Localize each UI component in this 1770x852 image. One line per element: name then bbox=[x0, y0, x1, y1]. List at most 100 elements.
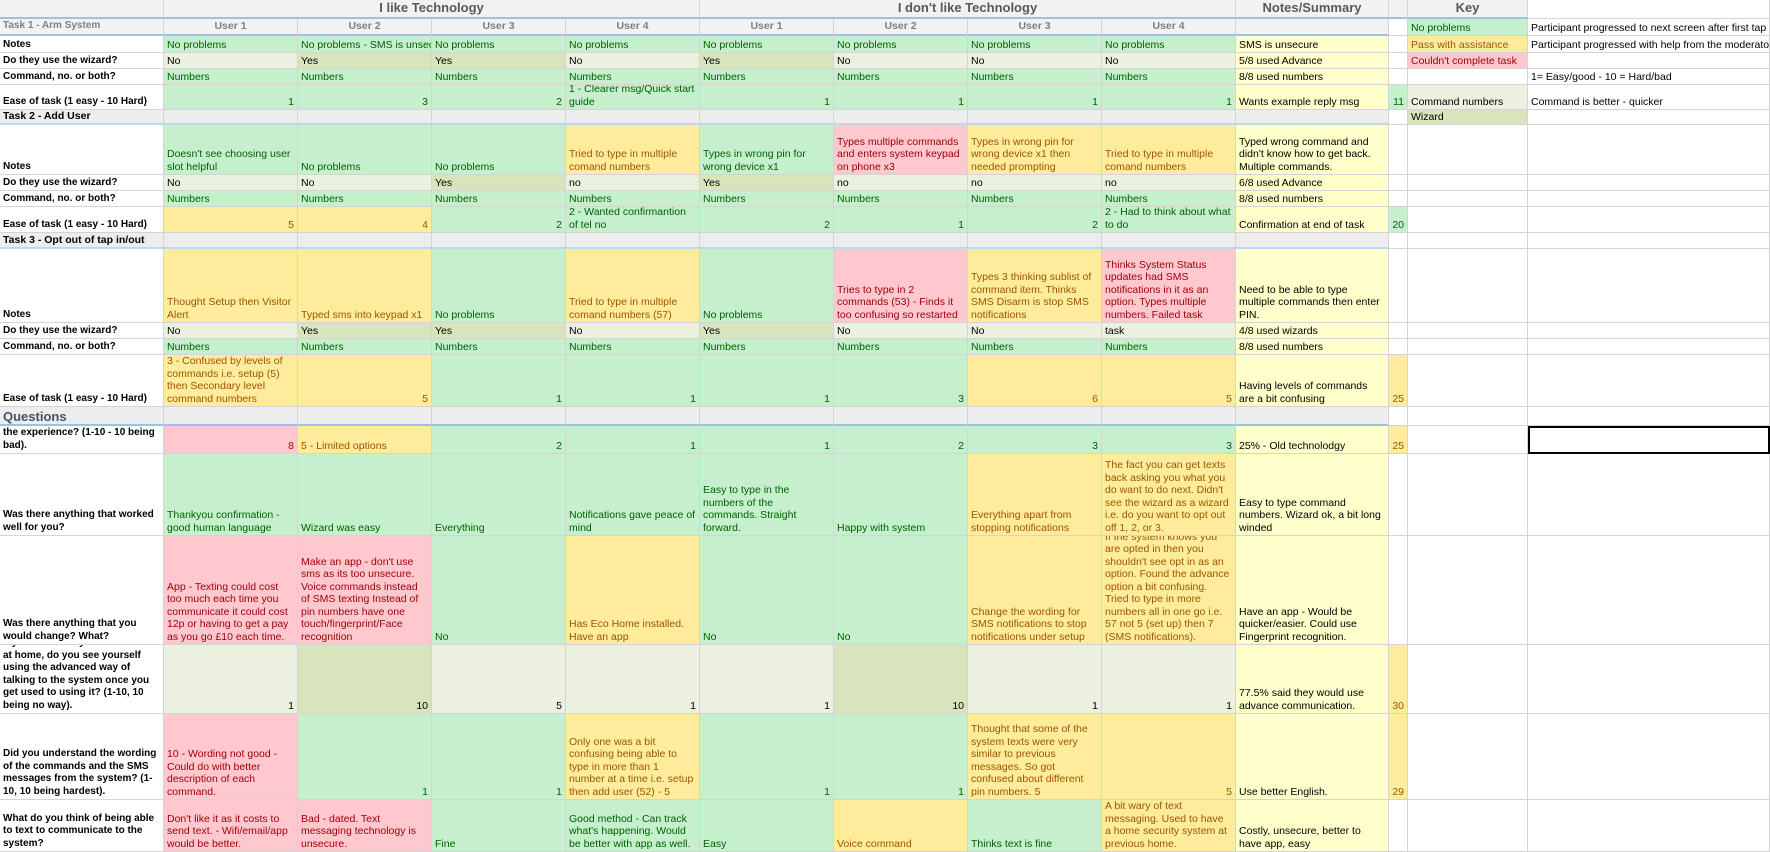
response-cell: 1 bbox=[566, 355, 700, 407]
response-cell: Thinks text is fine bbox=[968, 800, 1102, 852]
response-cell: No bbox=[700, 536, 834, 645]
title-fill bbox=[834, 233, 968, 249]
response-cell: 10 - Wording not good - Could do with be… bbox=[164, 714, 298, 800]
grid-cell bbox=[1389, 191, 1408, 207]
response-cell: 5 - Limited options bbox=[298, 426, 432, 454]
response-cell: No problems bbox=[968, 36, 1102, 53]
response-cell: No problems bbox=[834, 36, 968, 53]
row-label: Notes bbox=[0, 125, 164, 175]
row-label: If you had this system installed at home… bbox=[0, 645, 164, 714]
summary-cell: Typed wrong command and didn't know how … bbox=[1236, 125, 1389, 175]
response-cell: 3 bbox=[834, 355, 968, 407]
response-cell: Thought Setup then Visitor Alert bbox=[164, 249, 298, 323]
response-cell: If the system knows you are opted in the… bbox=[1102, 536, 1236, 645]
response-cell: Types in wrong pin for wrong device x1 bbox=[700, 125, 834, 175]
grid-cell bbox=[1408, 69, 1528, 85]
summary-cell: 25% - Old technolodgy bbox=[1236, 426, 1389, 454]
grid-cell bbox=[1408, 191, 1528, 207]
grid-cell bbox=[1408, 339, 1528, 355]
response-cell: Yes bbox=[432, 323, 566, 339]
title-fill bbox=[834, 110, 968, 125]
user-header: User 4 bbox=[1102, 19, 1236, 36]
row-label: Was there anything that you would change… bbox=[0, 536, 164, 645]
grid-cell bbox=[1389, 323, 1408, 339]
response-cell: Numbers bbox=[432, 339, 566, 355]
title-fill bbox=[700, 233, 834, 249]
row-label: Do they use the wizard? bbox=[0, 323, 164, 339]
response-cell: 1 bbox=[566, 426, 700, 454]
grid-cell bbox=[1408, 645, 1528, 714]
user-header: User 2 bbox=[298, 19, 432, 36]
grid-cell bbox=[1528, 207, 1770, 233]
response-cell: Happy with system bbox=[834, 454, 968, 536]
response-cell: Numbers bbox=[834, 191, 968, 207]
response-cell: Tried to type in multiple comand numbers bbox=[566, 125, 700, 175]
response-cell: 2 bbox=[968, 207, 1102, 233]
title-fill bbox=[700, 110, 834, 125]
title-fill bbox=[1236, 233, 1389, 249]
response-cell: Numbers bbox=[164, 339, 298, 355]
response-cell: Typed sms into keypad x1 bbox=[298, 249, 432, 323]
key-description: Command is better - quicker bbox=[1528, 85, 1770, 110]
grid-cell bbox=[1389, 249, 1408, 323]
response-cell: No bbox=[566, 53, 700, 69]
response-cell: No bbox=[834, 323, 968, 339]
response-cell: 8 bbox=[164, 426, 298, 454]
title-fill bbox=[1236, 407, 1389, 426]
row-label: Notes bbox=[0, 36, 164, 53]
row-label: Overall, what did you think of the exper… bbox=[0, 426, 164, 454]
response-cell: Numbers bbox=[700, 191, 834, 207]
grid-cell bbox=[1408, 125, 1528, 175]
key-label: Pass with assistance bbox=[1408, 36, 1528, 53]
title-fill bbox=[834, 407, 968, 426]
row-label: Do they use the wizard? bbox=[0, 175, 164, 191]
title-fill bbox=[432, 233, 566, 249]
response-cell: No bbox=[432, 536, 566, 645]
response-cell: Everything apart from stopping notificat… bbox=[968, 454, 1102, 536]
row-label: Command, no. or both? bbox=[0, 69, 164, 85]
grid-cell bbox=[1408, 407, 1528, 426]
response-cell: Yes bbox=[700, 323, 834, 339]
grid-cell bbox=[1528, 536, 1770, 645]
response-cell: Numbers bbox=[968, 191, 1102, 207]
section-title: Task 2 - Add User bbox=[0, 110, 164, 125]
grid-cell bbox=[1528, 714, 1770, 800]
response-cell: No problems bbox=[164, 36, 298, 53]
response-cell: No bbox=[968, 53, 1102, 69]
grid-cell bbox=[1528, 125, 1770, 175]
response-cell: No bbox=[834, 536, 968, 645]
title-fill bbox=[1102, 110, 1236, 125]
response-cell: No problems bbox=[432, 249, 566, 323]
response-cell: No problems bbox=[700, 249, 834, 323]
response-cell: No problems bbox=[700, 36, 834, 53]
response-cell: 1 bbox=[700, 426, 834, 454]
response-cell: Don't like it as it costs to send text. … bbox=[164, 800, 298, 852]
response-cell: Types 3 thinking sublist of command item… bbox=[968, 249, 1102, 323]
response-cell: No bbox=[566, 323, 700, 339]
grid-cell bbox=[1408, 233, 1528, 249]
grid-cell bbox=[1528, 454, 1770, 536]
response-cell: 1 - Clearer msg/Quick start guide bbox=[566, 85, 700, 110]
response-cell: 1 bbox=[834, 714, 968, 800]
response-cell: Types in wrong pin for wrong device x1 t… bbox=[968, 125, 1102, 175]
response-cell: Numbers bbox=[298, 339, 432, 355]
response-cell: 2 bbox=[432, 85, 566, 110]
title-fill bbox=[164, 233, 298, 249]
response-cell: 1 bbox=[298, 714, 432, 800]
key-label: Command numbers bbox=[1408, 85, 1528, 110]
summary-cell: Need to be able to type multiple command… bbox=[1236, 249, 1389, 323]
grid-cell bbox=[1408, 800, 1528, 852]
response-cell: No bbox=[834, 53, 968, 69]
response-cell: 1 bbox=[700, 85, 834, 110]
response-cell: Doesn't see choosing user slot helpful bbox=[164, 125, 298, 175]
response-cell: 5 bbox=[1102, 355, 1236, 407]
response-cell: Numbers bbox=[164, 191, 298, 207]
summary-cell: 8/8 used numbers bbox=[1236, 339, 1389, 355]
response-cell: No problems bbox=[566, 36, 700, 53]
user-header: User 4 bbox=[566, 19, 700, 36]
grid-cell bbox=[1389, 69, 1408, 85]
title-fill bbox=[164, 407, 298, 426]
response-cell: Numbers bbox=[566, 339, 700, 355]
response-cell: 5 bbox=[1102, 714, 1236, 800]
title-fill bbox=[164, 110, 298, 125]
